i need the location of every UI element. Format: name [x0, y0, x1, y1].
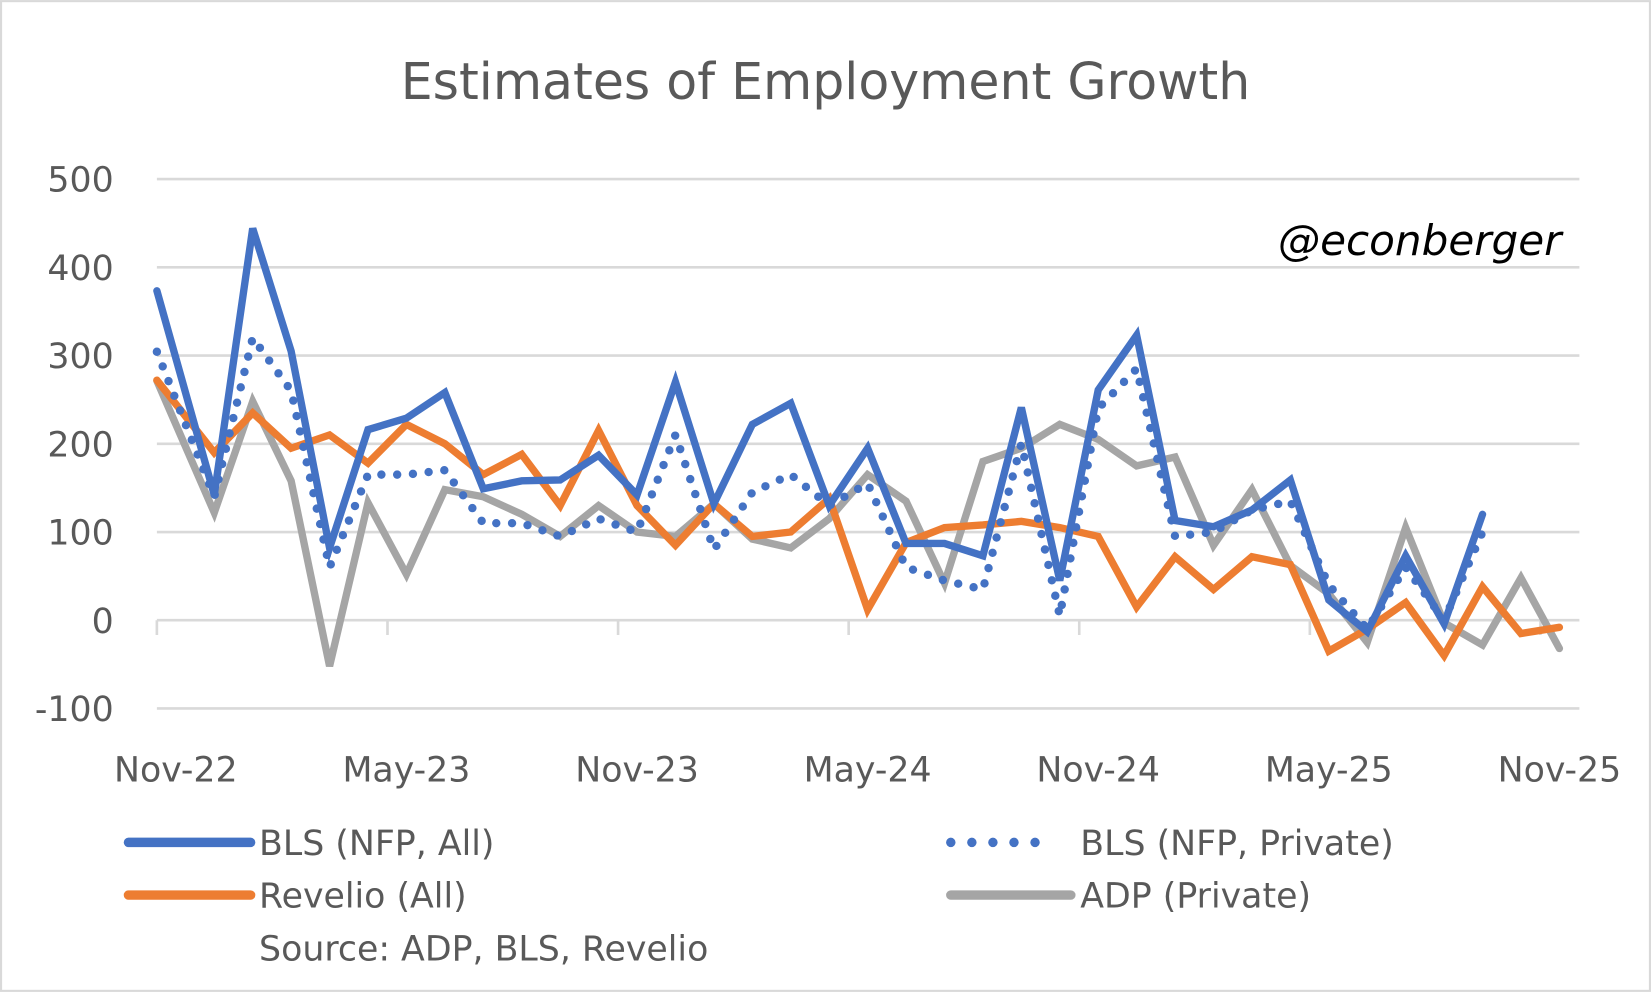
x-tick-label: Nov-22 — [114, 750, 238, 790]
x-tick-label: May-25 — [1265, 750, 1393, 790]
y-tick-label: -100 — [35, 690, 114, 730]
y-tick-label: 400 — [47, 249, 113, 289]
y-axis-ticks: 500 400 300 200 100 0 -100 — [35, 161, 114, 730]
gridlines — [156, 177, 1580, 710]
x-tick-label: Nov-25 — [1498, 750, 1622, 790]
source-note: Source: ADP, BLS, Revelio — [259, 929, 708, 969]
y-tick-label: 0 — [92, 602, 114, 642]
x-tick-label: May-24 — [804, 750, 932, 790]
y-tick-label: 500 — [47, 161, 113, 201]
y-tick-label: 100 — [47, 514, 113, 554]
x-axis: Nov-22 May-23 Nov-23 May-24 Nov-24 May-25 Nov-… — [114, 618, 1622, 790]
y-tick-label: 300 — [47, 337, 113, 377]
x-tick-label: May-23 — [342, 750, 470, 790]
y-tick-label: 200 — [47, 425, 113, 465]
author-handle: @econberger — [1278, 216, 1564, 265]
series-line-revelio-all — [153, 376, 1564, 663]
series-line-bls-nfp-private — [152, 327, 1487, 637]
chart-title: Estimates of Employment Growth — [401, 52, 1251, 111]
legend-label-bls-all: BLS (NFP, All) — [259, 824, 494, 864]
x-tick-label: Nov-24 — [1036, 750, 1160, 790]
legend-label-adp: ADP (Private) — [1080, 877, 1311, 917]
series-lines — [152, 227, 1564, 667]
legend: BLS (NFP, All) BLS (NFP, Private) Reveli… — [123, 824, 1394, 969]
legend-label-bls-private: BLS (NFP, Private) — [1080, 824, 1393, 864]
x-tick-label: Nov-23 — [575, 750, 699, 790]
series-line-bls-nfp-all — [153, 227, 1487, 638]
legend-label-revelio: Revelio (All) — [259, 877, 467, 917]
